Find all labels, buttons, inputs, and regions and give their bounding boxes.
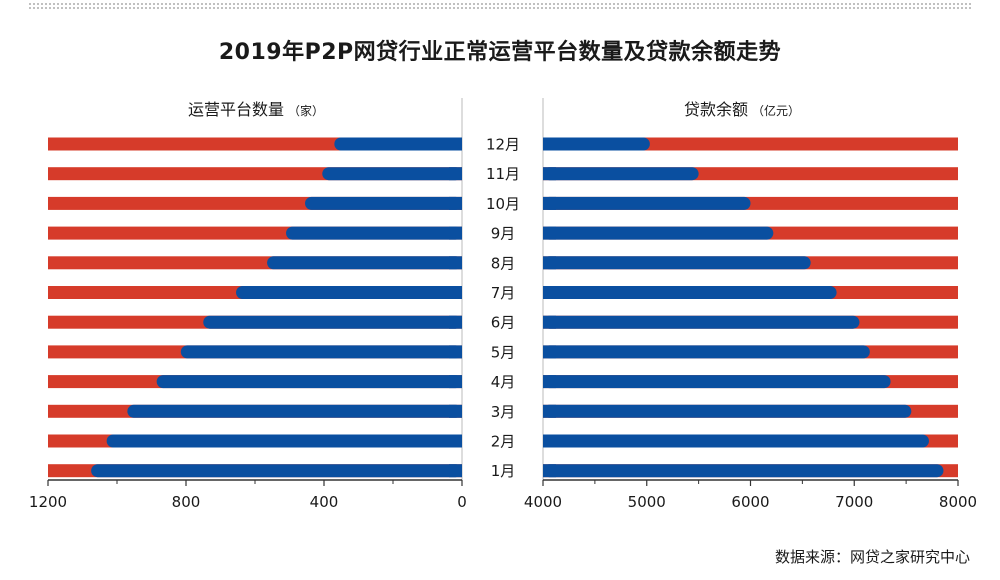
left-value-bar	[127, 404, 462, 418]
left-value-bar	[203, 315, 462, 329]
right-value-bar	[543, 286, 837, 299]
right-value-bar-end	[543, 315, 556, 329]
category-label: 2月	[491, 433, 516, 451]
right-value-bar	[543, 464, 944, 478]
right-value-bar-end	[543, 345, 556, 359]
right-value-bar-end	[543, 404, 556, 418]
category-label: 11月	[486, 165, 520, 183]
data-source-note: 数据来源：网贷之家研究中心	[774, 548, 970, 566]
right-value-bar-end	[543, 375, 556, 389]
category-label: 8月	[491, 254, 516, 272]
left-panel-title: 运营平台数量 （家）	[188, 96, 324, 120]
left-value-bar	[91, 464, 462, 478]
left-value-bar-end	[449, 286, 462, 299]
category-label: 10月	[486, 195, 520, 213]
right-value-bar	[543, 345, 870, 359]
right-tick-label: 6000	[731, 493, 769, 511]
left-value-bar	[236, 286, 462, 299]
right-value-bar	[543, 434, 929, 448]
left-value-bar-end	[449, 315, 462, 329]
left-value-bar-end	[449, 464, 462, 478]
category-label: 4月	[491, 373, 516, 391]
right-value-bar	[543, 375, 891, 389]
chart-title: 2019年P2P网贷行业正常运营平台数量及贷款余额走势	[218, 40, 782, 65]
right-value-bar-end	[543, 167, 556, 181]
left-value-bar-end	[449, 256, 462, 270]
left-tick-label: 1200	[29, 493, 67, 511]
category-label: 7月	[491, 284, 516, 302]
left-tick-label: 400	[310, 493, 339, 511]
left-value-bar	[286, 226, 462, 240]
left-value-bar	[305, 196, 462, 210]
right-tick-label: 8000	[939, 493, 977, 511]
left-value-bar-end	[449, 167, 462, 181]
left-value-bar-end	[449, 434, 462, 448]
right-series-unit: （亿元）	[752, 104, 801, 118]
right-tick-label: 4000	[524, 493, 562, 511]
category-label: 9月	[491, 225, 516, 243]
right-value-bar-end	[543, 464, 556, 478]
right-value-bar-end	[543, 137, 556, 151]
left-value-bar-end	[449, 226, 462, 240]
left-value-bar-end	[449, 196, 462, 210]
right-value-bar	[543, 315, 860, 329]
right-value-bar-end	[543, 256, 556, 270]
right-panel-title: 贷款余额 （亿元）	[684, 96, 800, 120]
right-series-name: 贷款余额	[684, 100, 749, 119]
dotted-header-rule	[28, 2, 972, 10]
left-series-unit: （家）	[288, 104, 325, 118]
right-value-bar	[543, 167, 699, 181]
left-value-bar-end	[449, 345, 462, 359]
right-value-bar	[543, 196, 751, 210]
left-value-bar	[322, 167, 462, 181]
right-value-bar	[543, 137, 650, 151]
right-value-bar-end	[543, 286, 556, 299]
right-tick-label: 7000	[835, 493, 873, 511]
right-value-bar-end	[543, 226, 556, 240]
category-label: 1月	[491, 462, 516, 480]
left-value-bar	[180, 345, 462, 359]
right-value-bar	[543, 404, 912, 418]
right-value-bar-end	[543, 196, 556, 210]
left-value-bar	[156, 375, 463, 389]
left-series-name: 运营平台数量	[188, 100, 285, 119]
category-label: 12月	[486, 136, 520, 154]
right-value-bar-end	[543, 434, 556, 448]
left-tick-label: 0	[457, 493, 467, 511]
right-value-bar	[543, 256, 811, 270]
left-value-bar	[106, 434, 463, 448]
left-value-bar	[334, 137, 462, 151]
left-value-bar-end	[449, 404, 462, 418]
left-value-bar	[267, 256, 462, 270]
right-tick-label: 5000	[628, 493, 666, 511]
left-value-bar-end	[449, 137, 462, 151]
left-tick-label: 800	[172, 493, 201, 511]
category-label: 6月	[491, 314, 516, 332]
left-value-bar-end	[449, 375, 462, 389]
category-label: 5月	[491, 343, 516, 361]
category-label: 3月	[491, 403, 516, 421]
right-value-bar	[543, 226, 774, 240]
